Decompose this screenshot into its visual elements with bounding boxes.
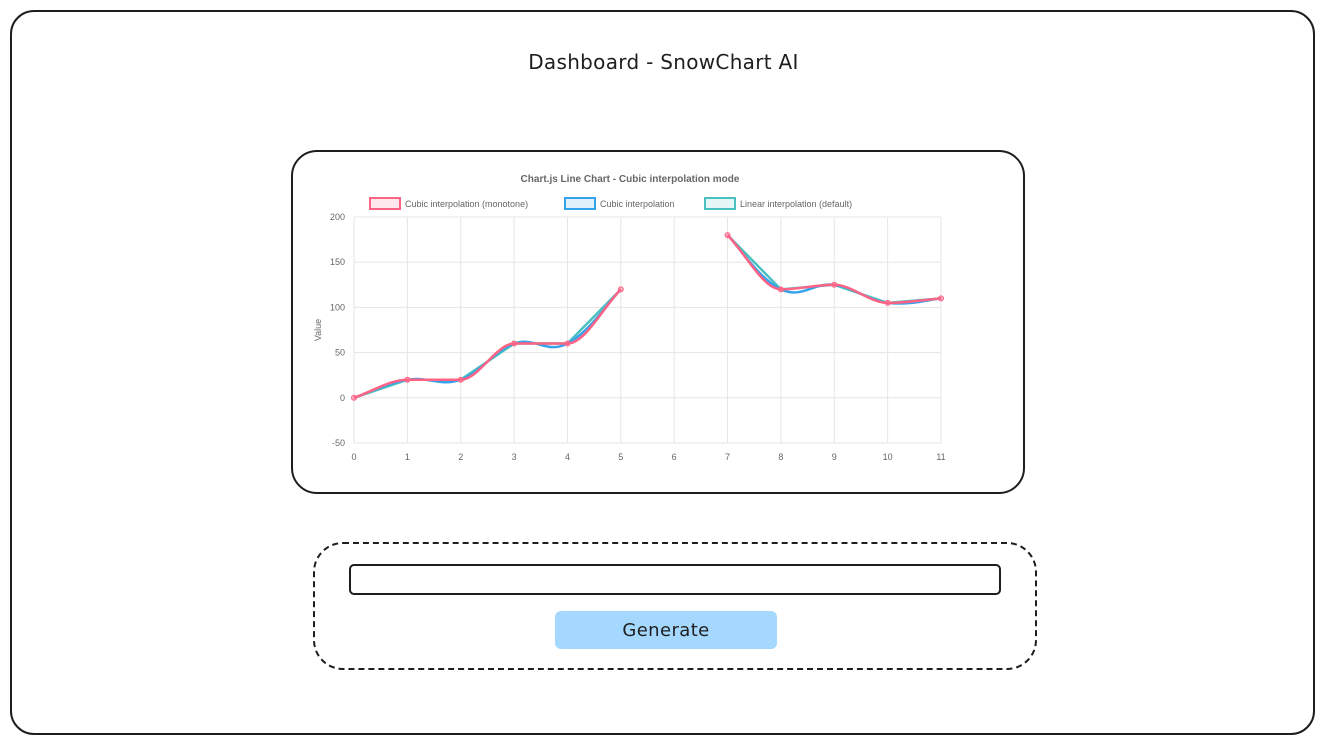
prompt-input[interactable]	[349, 564, 1001, 595]
data-point[interactable]	[564, 340, 571, 347]
chart-grid	[353, 216, 942, 444]
y-axis-label: Value	[313, 319, 323, 341]
y-axis-ticks: -50 0 50 100 150 200	[330, 212, 345, 448]
series-monotone-line	[353, 288, 622, 399]
generate-button[interactable]: Generate	[555, 611, 777, 649]
data-point[interactable]	[724, 232, 731, 239]
data-point[interactable]	[511, 340, 518, 347]
x-tick-label: 5	[618, 452, 623, 462]
x-tick-label: 8	[778, 452, 783, 462]
page-title: Dashboard - SnowChart AI	[528, 50, 799, 74]
chart-series	[351, 232, 944, 401]
chart-legend: Cubic interpolation (monotone) Cubic inte…	[369, 197, 852, 210]
data-point[interactable]	[777, 286, 784, 293]
y-tick-label: 0	[340, 393, 345, 403]
x-tick-label: 9	[832, 452, 837, 462]
x-tick-label: 11	[936, 452, 945, 462]
x-axis-ticks: 0 1 2 3 4 5 6 7 8 9 10 11	[351, 452, 945, 462]
x-tick-label: 10	[883, 452, 893, 462]
y-tick-label: 150	[330, 257, 345, 267]
x-tick-label: 2	[458, 452, 463, 462]
data-point[interactable]	[404, 376, 411, 383]
y-tick-label: 100	[330, 302, 345, 312]
data-point[interactable]	[351, 394, 357, 401]
x-tick-label: 1	[405, 452, 410, 462]
x-tick-label: 3	[512, 452, 517, 462]
chart-card: Chart.js Line Chart - Cubic interpolatio…	[291, 150, 1025, 494]
data-point[interactable]	[938, 295, 944, 302]
chart-title: Chart.js Line Chart - Cubic interpolatio…	[521, 174, 740, 185]
x-tick-label: 6	[672, 452, 677, 462]
data-point[interactable]	[617, 286, 624, 293]
data-point[interactable]	[884, 299, 891, 306]
y-tick-label: 200	[330, 212, 345, 222]
prompt-panel	[313, 542, 1037, 670]
legend-label[interactable]: Cubic interpolation (monotone)	[405, 199, 528, 209]
data-point[interactable]	[457, 376, 464, 383]
line-chart: Chart.js Line Chart - Cubic interpolatio…	[313, 174, 946, 462]
x-tick-label: 4	[565, 452, 570, 462]
legend-label[interactable]: Linear interpolation (default)	[740, 199, 852, 209]
y-tick-label: 50	[335, 348, 345, 358]
legend-swatch[interactable]	[369, 197, 401, 210]
y-tick-label: -50	[332, 438, 345, 448]
x-tick-label: 7	[725, 452, 730, 462]
legend-swatch[interactable]	[704, 197, 736, 210]
app-window-frame	[10, 10, 1315, 735]
x-tick-label: 0	[351, 452, 356, 462]
data-point[interactable]	[831, 281, 838, 288]
legend-swatch[interactable]	[564, 197, 596, 210]
legend-label[interactable]: Cubic interpolation	[600, 199, 675, 209]
